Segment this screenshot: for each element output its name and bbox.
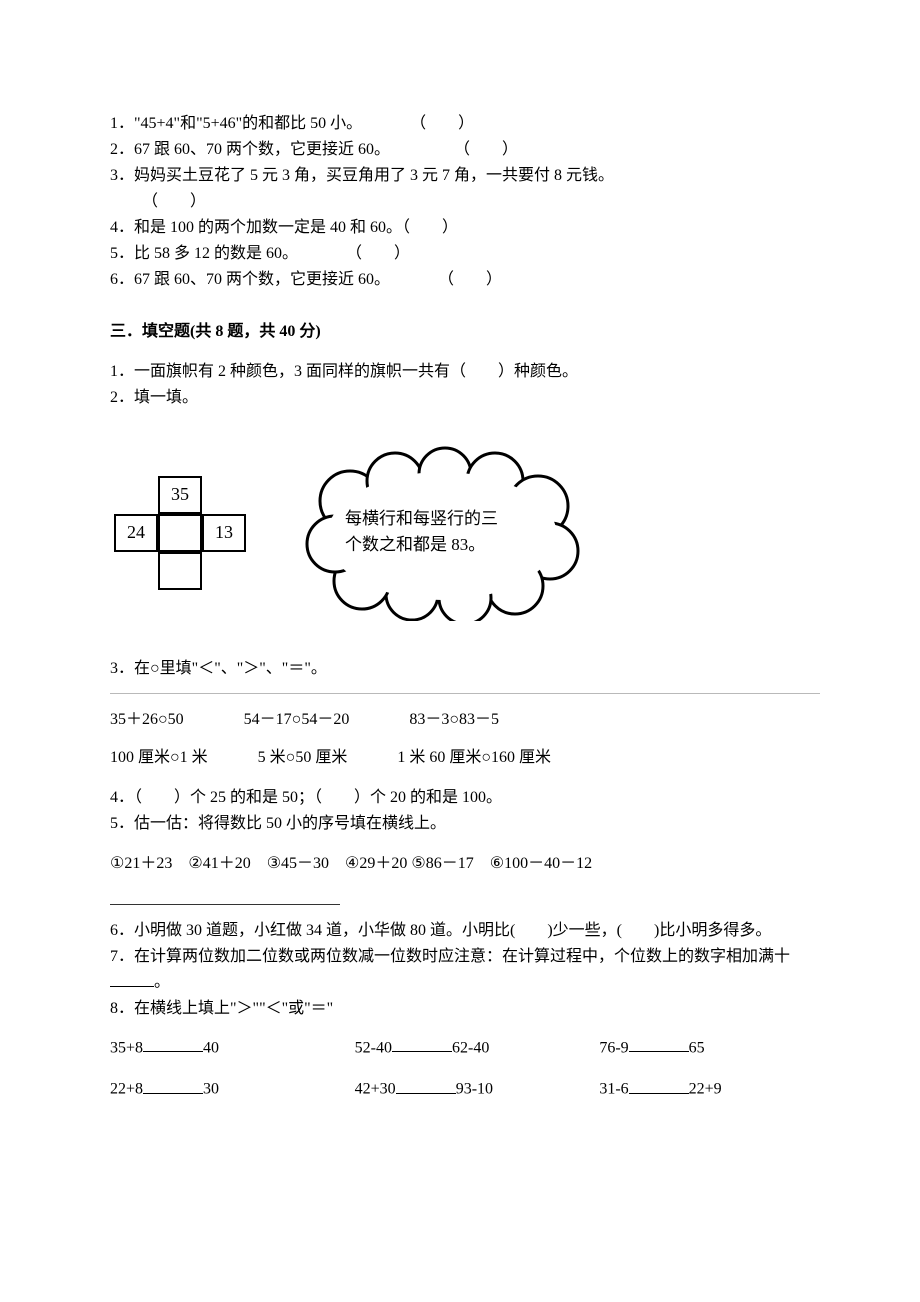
s3-q8-r1a: 35+840 bbox=[110, 1035, 331, 1061]
cloud-bubble: 每横行和每竖行的三 个数之和都是 83。 bbox=[290, 446, 590, 621]
s3-q3-r1c: 83－3○83－5 bbox=[409, 708, 499, 732]
s2-q3a: 3．妈妈买土豆花了 5 元 3 角，买豆角用了 3 元 7 角，一共要付 8 元… bbox=[110, 164, 820, 188]
s3-q7: 7．在计算两位数加二位数或两位数减一位数时应注意：在计算过程中，个位数上的数字相… bbox=[110, 945, 820, 995]
divider bbox=[110, 693, 820, 694]
cloud-line1: 每横行和每竖行的三 bbox=[345, 506, 545, 532]
cross-right: 13 bbox=[202, 514, 246, 552]
cross-mid bbox=[158, 514, 202, 552]
s3-q3-r2c: 1 米 60 厘米○160 厘米 bbox=[397, 746, 551, 770]
cross-diagram: 35 24 13 bbox=[110, 464, 250, 604]
s3-q3-r2b: 5 米○50 厘米 bbox=[258, 746, 348, 770]
s3-q1: 1．一面旗帜有 2 种颜色，3 面同样的旗帜一共有（ ）种颜色。 bbox=[110, 360, 820, 384]
s3-q7a: 7．在计算两位数加二位数或两位数减一位数时应注意：在计算过程中，个位数上的数字相… bbox=[110, 948, 790, 965]
s3-q4: 4．（ ）个 25 的和是 50；（ ）个 20 的和是 100。 bbox=[110, 786, 820, 810]
s3-q8-r1b: 52-4062-40 bbox=[355, 1035, 576, 1061]
cloud-line2: 个数之和都是 83。 bbox=[345, 532, 545, 558]
s3-q3-r1a: 35＋26○50 bbox=[110, 708, 184, 732]
s3-q5-opts: ①21＋23 ②41＋20 ③45－30 ④29＋20 ⑤86－17 ⑥100－… bbox=[110, 852, 820, 876]
s3-q8-r2b: 42+3093-10 bbox=[355, 1076, 576, 1102]
cross-top: 35 bbox=[158, 476, 202, 514]
s3-q3-r1b: 54－17○54－20 bbox=[244, 708, 350, 732]
s3-q3-r2a: 100 厘米○1 米 bbox=[110, 746, 208, 770]
s3-q2: 2．填一填。 bbox=[110, 386, 820, 410]
s2-q3b: （ ） bbox=[110, 190, 820, 214]
s3-q6: 6．小明做 30 道题，小红做 34 道，小华做 80 道。小明比( )少一些，… bbox=[110, 919, 820, 943]
s3-q2-figure: 35 24 13 每横行和每竖行的三 个数之和都是 83。 bbox=[110, 446, 820, 621]
s2-q4: 4．和是 100 的两个加数一定是 40 和 60。（ ） bbox=[110, 216, 820, 240]
s3-q3: 3．在○里填"＜"、"＞"、"＝"。 bbox=[110, 657, 820, 681]
s3-q8: 8．在横线上填上"＞""＜"或"＝" bbox=[110, 997, 820, 1021]
s3-q5: 5．估一估：将得数比 50 小的序号填在横线上。 bbox=[110, 812, 820, 836]
s3-q8-r2c: 31-622+9 bbox=[599, 1076, 820, 1102]
answer-line bbox=[110, 904, 340, 905]
s2-q1: 1．"45+4"和"5+46"的和都比 50 小。 （ ） bbox=[110, 112, 820, 136]
s2-q2: 2．67 跟 60、70 两个数，它更接近 60。 （ ） bbox=[110, 138, 820, 162]
blank bbox=[110, 969, 154, 987]
s2-q5: 5．比 58 多 12 的数是 60。 （ ） bbox=[110, 242, 820, 266]
cross-left: 24 bbox=[114, 514, 158, 552]
section3-title: 三．填空题(共 8 题，共 40 分) bbox=[110, 320, 820, 344]
s2-q6: 6．67 跟 60、70 两个数，它更接近 60。 （ ） bbox=[110, 268, 820, 292]
cross-bottom bbox=[158, 552, 202, 590]
s3-q8-r1c: 76-965 bbox=[599, 1035, 820, 1061]
s3-q8-r2a: 22+830 bbox=[110, 1076, 331, 1102]
s3-q7b: 。 bbox=[154, 974, 170, 991]
